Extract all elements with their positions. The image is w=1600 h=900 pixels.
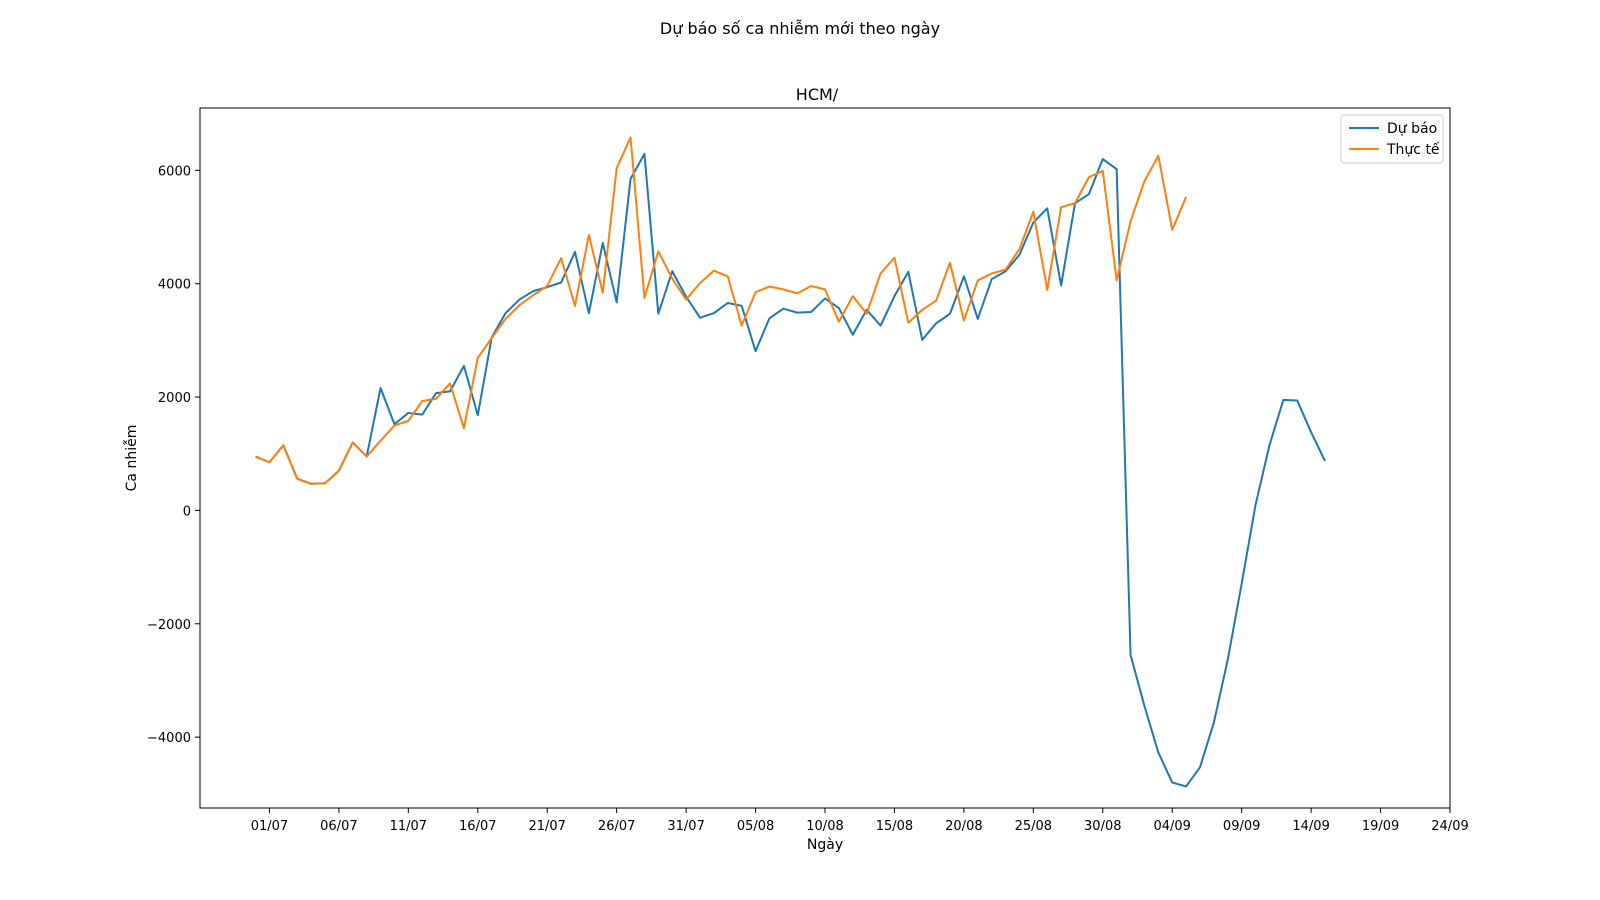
y-tick-label: 6000 (158, 164, 191, 179)
figure-suptitle: Dự báo số ca nhiễm mới theo ngày (660, 19, 940, 38)
y-tick-label: 0 (183, 504, 191, 519)
x-tick-label: 31/07 (667, 819, 704, 834)
chart-title: HCM/ (796, 85, 839, 104)
y-tick-label: 4000 (158, 278, 191, 293)
x-tick-label: 26/07 (598, 819, 635, 834)
plot-frame (199, 107, 1451, 809)
series-line-forecast (255, 152, 1326, 788)
legend-label-actual: Thực tế (1386, 141, 1440, 158)
x-axis-ticks: 01/07 06/07 11/07 16/07 21/07 26/07 31/07 05/08… (251, 808, 1469, 834)
x-tick-label: 15/08 (876, 819, 913, 834)
y-tick-label: 2000 (158, 391, 191, 406)
x-tick-label: 06/07 (320, 819, 357, 834)
legend-label-forecast: Dự báo (1387, 121, 1437, 137)
x-axis-label: Ngày (807, 837, 843, 853)
x-tick-label: 09/09 (1223, 819, 1260, 834)
x-tick-label: 24/09 (1431, 819, 1468, 834)
x-tick-label: 05/08 (737, 819, 774, 834)
x-tick-label: 20/08 (945, 819, 982, 834)
y-axis-label: Ca nhiễm (123, 425, 140, 492)
x-tick-label: 30/08 (1084, 819, 1121, 834)
x-tick-label: 04/09 (1153, 819, 1190, 834)
legend: Dự báo Thực tế (1340, 114, 1444, 164)
x-tick-label: 01/07 (251, 819, 288, 834)
series-line-actual (255, 136, 1188, 485)
y-tick-label: −4000 (147, 731, 191, 746)
x-tick-label: 11/07 (390, 819, 427, 834)
y-axis-ticks: −4000 −2000 0 2000 4000 6000 (147, 164, 200, 746)
x-tick-label: 19/09 (1362, 819, 1399, 834)
x-tick-label: 10/08 (806, 819, 843, 834)
x-tick-label: 14/09 (1292, 819, 1329, 834)
series-layer (255, 136, 1326, 788)
x-tick-label: 21/07 (528, 819, 565, 834)
plot-area (200, 108, 1450, 808)
x-tick-label: 25/08 (1015, 819, 1052, 834)
x-tick-label: 16/07 (459, 819, 496, 834)
y-tick-label: −2000 (147, 618, 191, 633)
